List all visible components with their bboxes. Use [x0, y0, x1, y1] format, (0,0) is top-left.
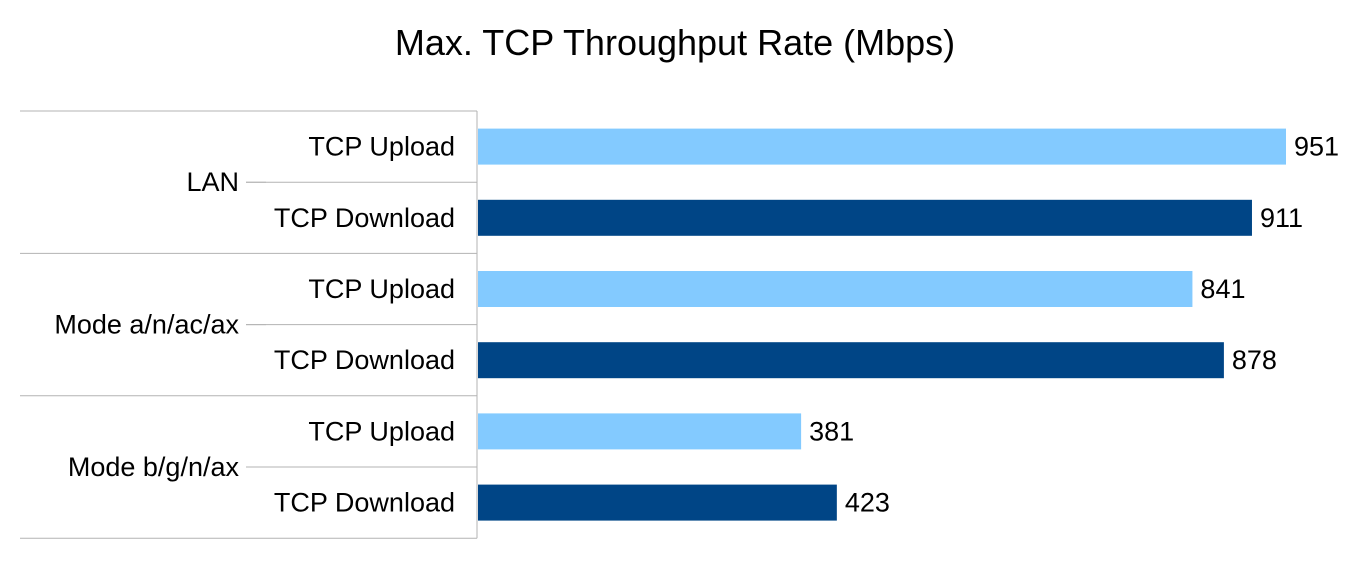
- bar-value-label: 423: [845, 488, 890, 518]
- bar-value-label: 878: [1232, 345, 1277, 375]
- plot-area: 951 911 841 878 381 423: [478, 128, 1339, 521]
- bar-category-label: TCP Upload: [308, 274, 455, 304]
- bar-value-label: 911: [1260, 203, 1303, 233]
- group-label: Mode a/n/ac/ax: [54, 310, 239, 340]
- bar-category-label: TCP Download: [274, 488, 455, 518]
- bar-upload: [478, 128, 1286, 165]
- bar-download: [478, 342, 1224, 379]
- bar-download: [478, 199, 1252, 236]
- bar-download: [478, 484, 837, 521]
- category-axis: LAN TCP Upload TCP Download Mode a/n/ac/ax T…: [20, 110, 478, 539]
- bar-upload: [478, 413, 802, 450]
- bar-upload: [478, 271, 1193, 307]
- bar-category-label: TCP Upload: [308, 132, 455, 162]
- bar-category-label: TCP Upload: [308, 416, 455, 446]
- chart-title: Max. TCP Throughput Rate (Mbps): [395, 22, 955, 63]
- bar-value-label: 841: [1200, 274, 1245, 304]
- bar-value-label: 381: [809, 416, 854, 446]
- bar-category-label: TCP Download: [274, 345, 455, 375]
- group-label: LAN: [186, 167, 239, 197]
- group-label: Mode b/g/n/ax: [68, 452, 240, 482]
- bar-value-label: 951: [1294, 132, 1339, 162]
- bar-category-label: TCP Download: [274, 203, 455, 233]
